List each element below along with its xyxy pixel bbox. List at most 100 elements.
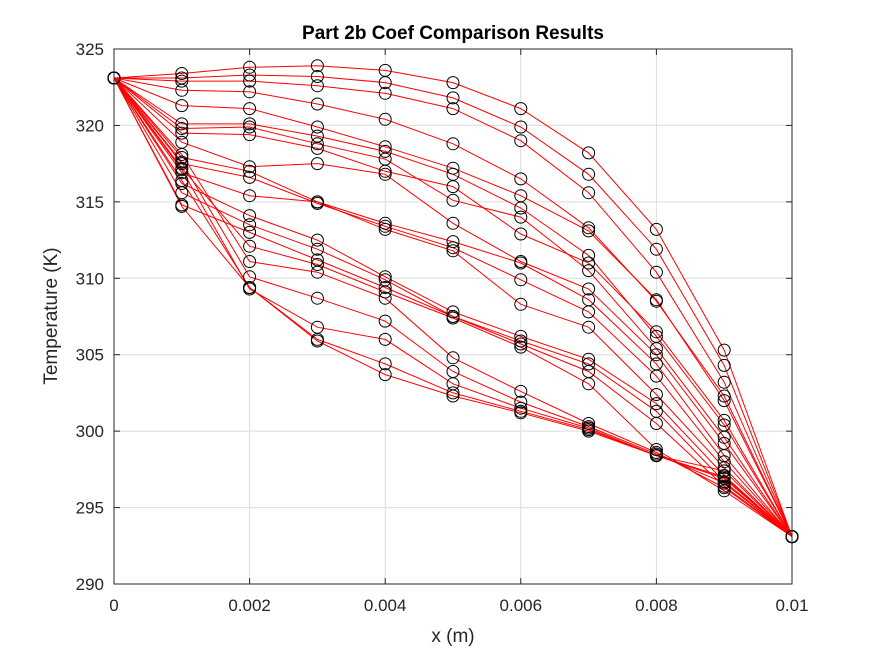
- data-point-marker: [378, 270, 392, 284]
- data-point-marker: [582, 424, 596, 438]
- x-tick-label: 0.004: [364, 596, 407, 615]
- data-point-marker: [243, 164, 257, 178]
- data-point-marker: [243, 189, 257, 203]
- data-point-marker: [582, 377, 596, 391]
- x-tick-label: 0.006: [500, 596, 543, 615]
- data-point-marker: [446, 241, 460, 255]
- data-point-marker: [514, 201, 528, 215]
- data-point-marker: [378, 281, 392, 294]
- series-line-20: [113, 77, 793, 537]
- data-point-marker: [582, 320, 596, 334]
- data-point-marker: [310, 157, 324, 171]
- data-point-marker: [649, 342, 663, 356]
- data-point-marker: [243, 239, 257, 253]
- data-point-marker: [582, 282, 596, 296]
- data-point-marker: [243, 68, 257, 82]
- data-point-marker: [243, 255, 257, 268]
- data-point-marker: [514, 384, 528, 398]
- data-point-marker: [717, 455, 731, 469]
- data-point-marker: [378, 368, 392, 382]
- data-point-marker: [717, 343, 731, 357]
- data-point-marker: [649, 443, 663, 456]
- series-line-3: [113, 77, 793, 537]
- data-point-marker: [310, 291, 324, 305]
- data-point-marker: [514, 172, 528, 186]
- x-tick-label: 0: [109, 596, 118, 615]
- data-point-marker: [582, 256, 596, 270]
- x-axis-label: x (m): [431, 626, 474, 647]
- data-point-marker: [175, 166, 189, 180]
- data-point-marker: [649, 325, 663, 339]
- data-point-marker: [582, 417, 596, 430]
- data-point-marker: [446, 311, 460, 325]
- data-point-marker: [649, 417, 663, 430]
- data-point-marker: [514, 210, 528, 224]
- data-point-marker: [310, 265, 324, 279]
- data-point-marker: [243, 281, 257, 294]
- y-tick-label: 290: [76, 575, 104, 594]
- y-tick-label: 310: [76, 269, 104, 288]
- data-point-marker: [514, 395, 528, 409]
- data-point-marker: [446, 216, 460, 230]
- y-tick-label: 315: [76, 193, 104, 212]
- data-point-marker: [310, 258, 324, 271]
- data-point-marker: [582, 305, 596, 319]
- grid-lines: [114, 49, 792, 584]
- data-point-marker: [175, 74, 189, 88]
- data-point-marker: [446, 244, 460, 258]
- data-point-marker: [243, 128, 257, 142]
- data-point-marker: [514, 337, 528, 351]
- data-point-marker: [243, 85, 257, 99]
- data-point-marker: [378, 216, 392, 230]
- series-line-15: [113, 77, 793, 538]
- data-point-marker: [717, 358, 731, 372]
- data-point-marker: [582, 224, 596, 238]
- data-point-marker: [175, 163, 189, 177]
- y-tick-label: 300: [76, 422, 104, 441]
- x-tick-label: 0.002: [228, 596, 271, 615]
- data-point-marker: [717, 464, 731, 478]
- data-point-marker: [717, 413, 731, 427]
- data-point-marker: [514, 273, 528, 287]
- series-line-12: [113, 77, 793, 537]
- data-point-marker: [446, 389, 460, 403]
- data-point-marker: [446, 102, 460, 116]
- data-point-marker: [243, 102, 257, 116]
- data-point-marker: [175, 126, 189, 140]
- data-point-marker: [649, 449, 663, 463]
- data-point-marker: [310, 137, 324, 151]
- data-point-marker: [243, 225, 257, 239]
- series-line-9: [113, 77, 793, 537]
- data-point-marker: [310, 242, 324, 256]
- data-point-marker: [378, 112, 392, 126]
- data-point-marker: [175, 199, 189, 213]
- x-tick-label: 0.01: [775, 596, 808, 615]
- data-point-marker: [310, 70, 324, 83]
- data-point-marker: [649, 348, 663, 362]
- data-point-marker: [446, 386, 460, 400]
- data-point-marker: [446, 351, 460, 365]
- y-tick-label: 325: [76, 40, 104, 59]
- data-point-marker: [582, 186, 596, 200]
- data-point-marker: [175, 155, 189, 169]
- data-point-marker: [378, 332, 392, 346]
- data-point-marker: [446, 137, 460, 151]
- y-axis-label: Temperature (K): [41, 247, 62, 384]
- data-point-marker: [243, 160, 257, 174]
- series-line-8: [113, 77, 793, 537]
- series-line-21: [113, 77, 793, 537]
- data-point-marker: [717, 389, 731, 403]
- y-tick-label: 295: [76, 499, 104, 518]
- data-point-marker: [514, 340, 528, 354]
- data-point-marker: [717, 470, 731, 484]
- data-point-marker: [175, 122, 189, 135]
- data-point-marker: [378, 86, 392, 100]
- data-point-marker: [378, 314, 392, 328]
- data-point-marker: [175, 148, 189, 161]
- y-tick-label: 320: [76, 116, 104, 135]
- axis-ticks: 0 0.002 0.004 0.006 0.008 0.01 290 295 300 305 310…: [76, 40, 809, 615]
- data-point-marker: [649, 388, 663, 401]
- data-point-marker: [514, 256, 528, 270]
- data-point-marker: [446, 91, 460, 105]
- data-point-marker: [582, 248, 596, 262]
